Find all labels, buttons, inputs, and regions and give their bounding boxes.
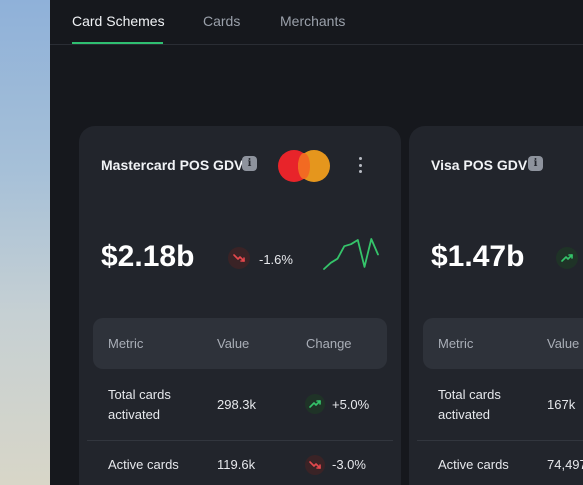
row-divider (417, 440, 583, 441)
trend-down-icon (228, 247, 250, 269)
header-value: Value (217, 336, 250, 351)
row-divider (87, 440, 393, 441)
card-title: Mastercard POS GDV (101, 157, 244, 173)
row-metric: Total cards activated (108, 387, 171, 422)
card-title: Visa POS GDV (431, 157, 528, 173)
row-change: -3.0% (332, 457, 366, 472)
more-options-icon[interactable] (356, 157, 364, 173)
mastercard-logo (278, 150, 330, 184)
gdv-change: -1.6% (259, 252, 293, 267)
row-value: 298.3k (217, 397, 257, 412)
gdv-sparkline (323, 238, 379, 270)
header-value: Value (547, 336, 580, 351)
metrics-table-header: Metric Value Change (93, 318, 387, 369)
tab-merchants[interactable]: Merchants (280, 13, 346, 29)
row-metric: Active cards (438, 457, 509, 472)
header-metric: Metric (438, 336, 474, 351)
info-icon[interactable]: i (528, 156, 543, 171)
row-value: 74,497 (547, 457, 583, 472)
visa-gdv-card: Visa POS GDV i $1.47b Metric Value Total… (409, 126, 583, 485)
row-change: +5.0% (332, 397, 370, 412)
mastercard-gdv-card: Mastercard POS GDV i $2.18b -1.6% Metric… (79, 126, 401, 485)
desktop-background (0, 0, 50, 485)
tab-bar: Card Schemes Cards Merchants (50, 0, 583, 45)
header-change: Change (306, 336, 352, 351)
header-metric: Metric (108, 336, 144, 351)
row-value: 167k (547, 397, 576, 412)
tab-card-schemes[interactable]: Card Schemes (72, 13, 165, 29)
active-tab-indicator (72, 42, 163, 44)
gdv-value: $2.18b (101, 240, 195, 273)
trend-up-icon (556, 247, 578, 269)
tab-cards[interactable]: Cards (203, 13, 241, 29)
info-icon[interactable]: i (242, 156, 257, 171)
app-window: Card Schemes Cards Merchants Mastercard … (50, 0, 583, 485)
trend-down-icon (305, 455, 325, 475)
trend-up-icon (305, 394, 325, 414)
metrics-table-header: Metric Value (423, 318, 583, 369)
row-metric: Total cards activated (438, 387, 501, 422)
row-value: 119.6k (217, 457, 256, 472)
row-metric: Active cards (108, 457, 179, 472)
gdv-value: $1.47b (431, 240, 525, 273)
